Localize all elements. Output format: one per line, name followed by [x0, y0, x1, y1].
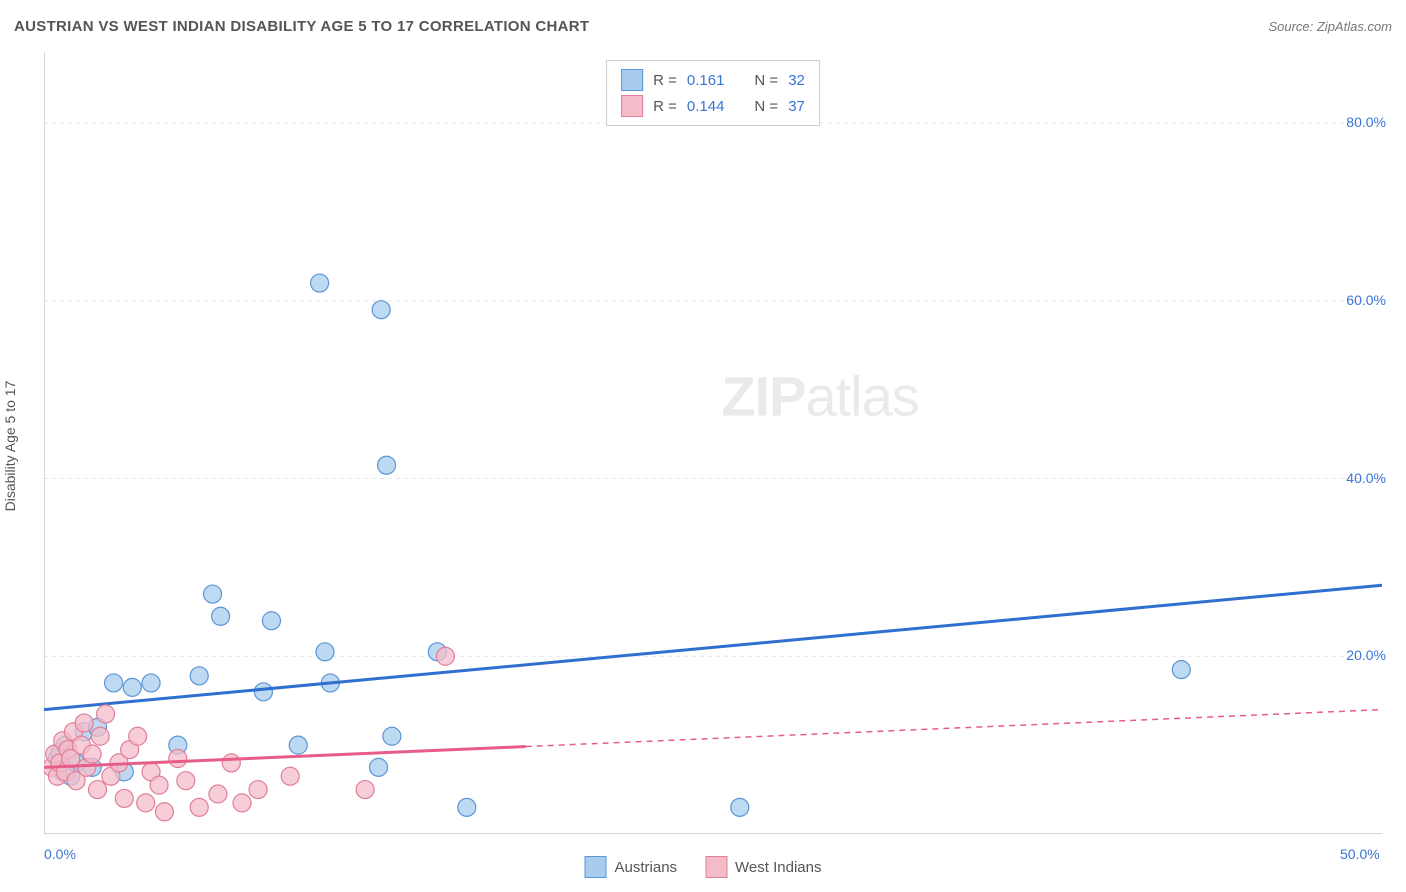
- n-label: N =: [754, 98, 778, 115]
- legend-swatch: [621, 95, 643, 117]
- legend-stat-row: R = 0.161 N = 32: [621, 67, 805, 93]
- legend-stat-row: R = 0.144 N = 37: [621, 93, 805, 119]
- x-tick-label: 0.0%: [44, 846, 76, 862]
- n-value: 32: [788, 72, 805, 89]
- r-value: 0.144: [687, 98, 725, 115]
- r-label: R =: [653, 98, 677, 115]
- x-tick-label: 50.0%: [1340, 846, 1380, 862]
- n-value: 37: [788, 98, 805, 115]
- legend-label: Austrians: [615, 859, 678, 876]
- legend-label: West Indians: [735, 859, 821, 876]
- y-tick-label: 20.0%: [1346, 647, 1386, 663]
- y-axis-label: Disability Age 5 to 17: [2, 381, 18, 512]
- chart-area: ZIPatlas R = 0.161N = 32R = 0.144N = 37 …: [44, 52, 1382, 834]
- n-label: N =: [754, 72, 778, 89]
- chart-header: AUSTRIAN VS WEST INDIAN DISABILITY AGE 5…: [14, 18, 1392, 35]
- scatter-plot: [44, 52, 1382, 834]
- y-tick-label: 80.0%: [1346, 114, 1386, 130]
- chart-title: AUSTRIAN VS WEST INDIAN DISABILITY AGE 5…: [14, 18, 589, 35]
- legend-swatch: [585, 856, 607, 878]
- y-tick-label: 40.0%: [1346, 470, 1386, 486]
- r-label: R =: [653, 72, 677, 89]
- r-value: 0.161: [687, 72, 725, 89]
- legend-swatch: [705, 856, 727, 878]
- legend-swatch: [621, 69, 643, 91]
- series-legend: Austrians West Indians: [585, 856, 822, 878]
- legend-item: West Indians: [705, 856, 821, 878]
- chart-source: Source: ZipAtlas.com: [1268, 19, 1392, 34]
- y-tick-label: 60.0%: [1346, 292, 1386, 308]
- legend-item: Austrians: [585, 856, 678, 878]
- correlation-legend: R = 0.161 N = 32 R = 0.144 N = 37: [606, 60, 820, 126]
